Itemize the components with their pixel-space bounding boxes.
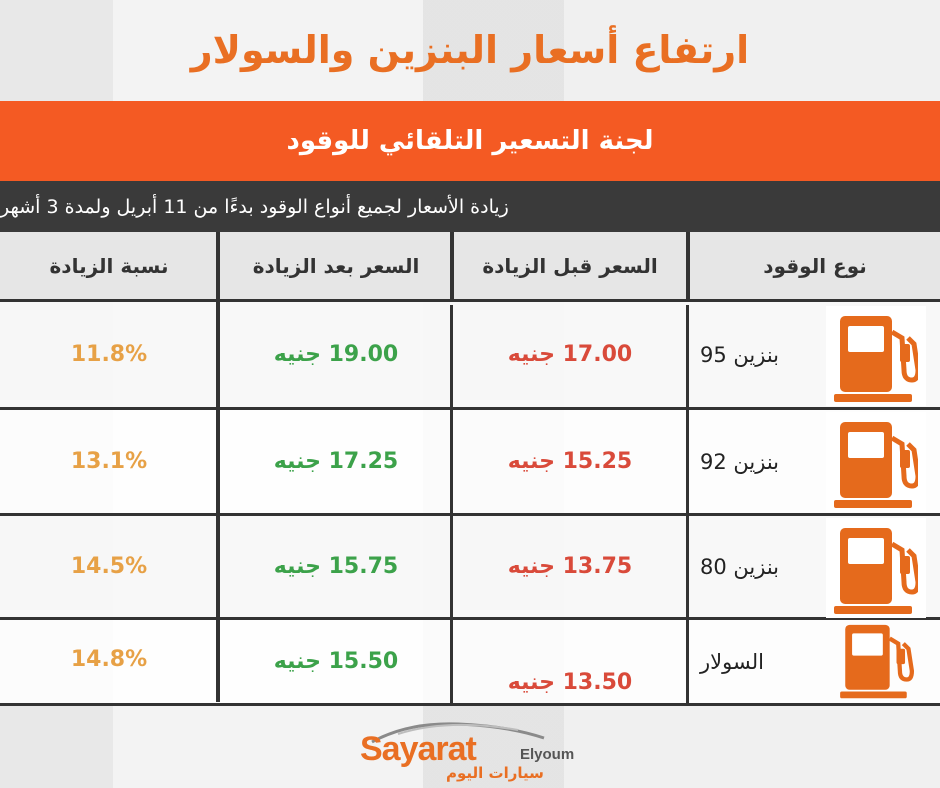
table-row: 13.1% 17.25 جنيه 15.25 جنيه بنزين 92 (0, 410, 940, 516)
car-swoosh-icon (371, 722, 545, 744)
price-before-cell: 15.25 جنيه (507, 449, 633, 474)
price-before-cell: 17.00 جنيه (507, 342, 633, 367)
fuel-pump-icon (826, 412, 926, 512)
table-row: 14.5% 15.75 جنيه 13.75 جنيه بنزين 80 (0, 516, 940, 620)
fuel-pump-icon (826, 306, 926, 406)
fuel-pump-icon (826, 616, 926, 702)
table-header-row: نسبة الزيادة السعر بعد الزيادة السعر قبل… (0, 232, 940, 302)
fuel-pump-icon (826, 518, 926, 618)
column-divider (686, 305, 689, 705)
increase-pct-cell: 13.1% (70, 449, 148, 474)
note-banner: زيادة الأسعار لجميع أنواع الوقود بدءًا م… (0, 181, 940, 232)
column-divider (450, 232, 454, 302)
sayarat-elyoum-logo: Sayarat Elyoum سيارات اليوم (360, 712, 580, 782)
logo-arabic: سيارات اليوم (446, 764, 544, 782)
header-increase-pct: نسبة الزيادة (49, 253, 169, 278)
price-after-cell: 19.00 جنيه (273, 342, 399, 367)
header-price-after: السعر بعد الزيادة (252, 253, 420, 278)
increase-pct-cell: 11.8% (70, 342, 148, 367)
fuel-name-cell: السولار (700, 649, 764, 674)
column-divider (216, 232, 220, 702)
fuel-name-cell: بنزين 95 (700, 342, 780, 367)
column-divider (686, 232, 690, 302)
price-before-cell: 13.50 جنيه (507, 670, 633, 695)
header-fuel-type: نوع الوقود (763, 253, 867, 278)
price-after-cell: 17.25 جنيه (273, 449, 399, 474)
fuel-price-table: نسبة الزيادة السعر بعد الزيادة السعر قبل… (0, 232, 940, 706)
note-text: زيادة الأسعار لجميع أنواع الوقود بدءًا م… (0, 195, 509, 218)
price-after-cell: 15.75 جنيه (273, 554, 399, 579)
price-before-cell: 13.75 جنيه (507, 554, 633, 579)
logo-wordmark: Sayarat (360, 730, 477, 768)
table-row: 14.8% 15.50 جنيه 13.50 جنيه السولار (0, 620, 940, 706)
page-title: ارتفاع أسعار البنزين والسولار (190, 28, 750, 72)
table-row: 11.8% 19.00 جنيه 17.00 جنيه بنزين 95 (0, 302, 940, 410)
price-after-cell: 15.50 جنيه (273, 649, 399, 674)
increase-pct-cell: 14.8% (70, 647, 148, 672)
fuel-name-cell: بنزين 80 (700, 554, 780, 579)
increase-pct-cell: 14.5% (70, 554, 148, 579)
column-divider (450, 305, 453, 705)
subtitle-banner: لجنة التسعير التلقائي للوقود (0, 101, 940, 181)
fuel-name-cell: بنزين 92 (700, 449, 780, 474)
subtitle-text: لجنة التسعير التلقائي للوقود (286, 126, 654, 156)
logo-subword: Elyoum (520, 746, 575, 763)
header-price-before: السعر قبل الزيادة (482, 253, 658, 278)
